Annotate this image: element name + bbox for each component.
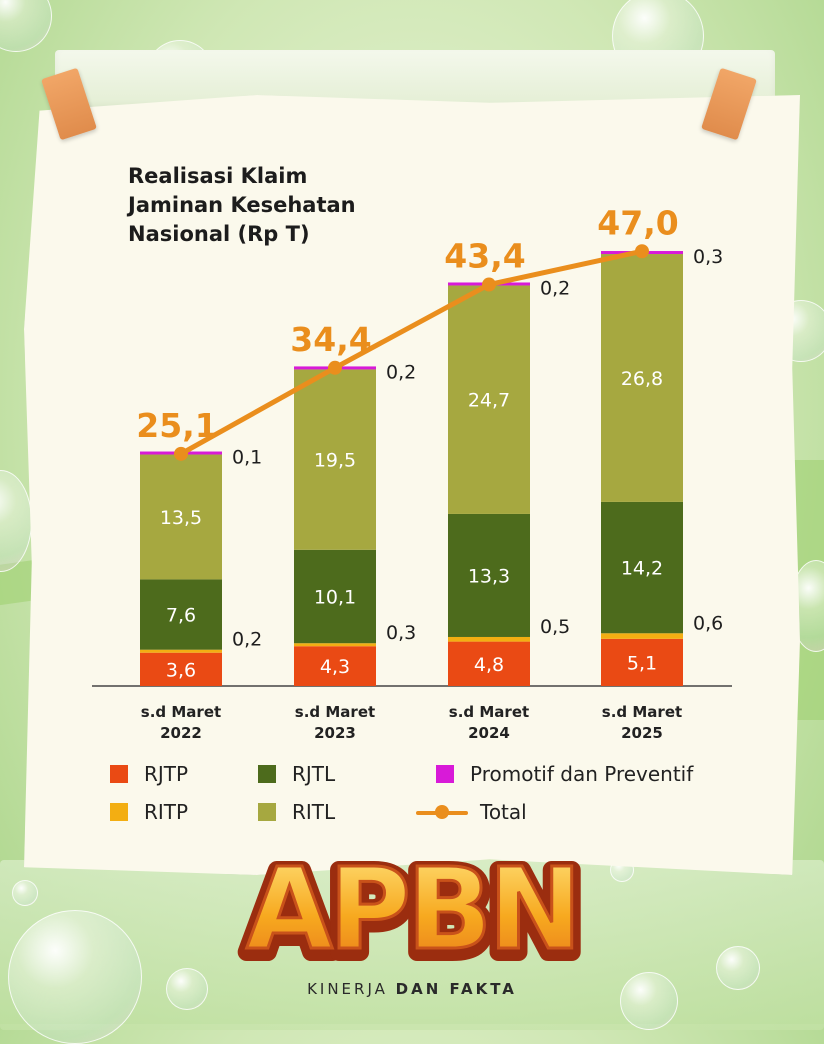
legend-label-rjtl: RJTL — [292, 762, 336, 786]
tagline-regular: KINERJA — [307, 980, 396, 998]
total-point — [174, 446, 188, 461]
bar-segment-ritp-2024 — [448, 636, 530, 642]
data-label-rjtp: 5,1 — [627, 652, 657, 674]
data-label-ritp: 0,3 — [386, 622, 416, 644]
data-label-promotif: 0,2 — [540, 277, 570, 299]
legend-swatch-total — [416, 803, 468, 821]
legend-swatch-promotif — [436, 765, 454, 783]
bar-segment-rjtp-2022 — [140, 652, 222, 686]
legend-item-promotif: Promotif dan Preventif — [436, 762, 693, 786]
logo-fill: APBN — [246, 845, 578, 974]
tagline-bold: DAN FAKTA — [395, 980, 517, 998]
chart-title: Realisasi Klaim Jaminan Kesehatan Nasion… — [128, 162, 428, 249]
x-tick-label: s.d Maret — [295, 703, 375, 721]
legend-label-rjtp: RJTP — [144, 762, 189, 786]
data-label-promotif: 0,1 — [232, 447, 262, 469]
bar-segment-rjtl-2025 — [601, 501, 683, 634]
x-tick-label: s.d Maret — [449, 703, 529, 721]
data-label-rjtp: 3,6 — [166, 659, 196, 681]
legend-item-total: Total — [416, 800, 527, 824]
data-label-ritl: 26,8 — [621, 368, 663, 390]
bar-segment-ritl-2023 — [294, 369, 376, 550]
x-tick-label: 2024 — [468, 724, 510, 742]
x-tick-label: s.d Maret — [141, 703, 221, 721]
bar-segment-rjtl-2022 — [140, 579, 222, 650]
legend-item-rjtp: RJTP — [110, 762, 188, 786]
x-tick-label: 2025 — [621, 724, 663, 742]
chart-title-line: Nasional (Rp T) — [128, 222, 310, 246]
bar-segment-rjtp-2024 — [448, 641, 530, 686]
legend-swatch-rjtp — [110, 765, 128, 783]
bar-segment-ritp-2023 — [294, 643, 376, 647]
legend-swatch-ritp — [110, 803, 128, 821]
data-label-rjtl: 14,2 — [621, 558, 663, 580]
total-point — [328, 360, 342, 375]
data-label-promotif: 0,3 — [693, 246, 723, 268]
data-label-ritl: 13,5 — [160, 507, 202, 529]
bar-segment-ritp-2022 — [140, 649, 222, 653]
data-label-ritp: 0,6 — [693, 612, 723, 634]
bar-segment-rjtl-2023 — [294, 549, 376, 644]
bar-segment-ritp-2025 — [601, 633, 683, 639]
total-label: 43,4 — [444, 237, 525, 276]
bar-segment-rjtp-2025 — [601, 638, 683, 686]
data-label-rjtp: 4,8 — [474, 654, 504, 676]
apbn-logo: APBN APBN — [237, 844, 591, 974]
legend-swatch-ritl — [258, 803, 276, 821]
tagline: KINERJA DAN FAKTA — [0, 980, 824, 998]
legend-item-ritl: RITL — [258, 800, 335, 824]
x-tick-label: 2022 — [160, 724, 202, 742]
legend-swatch-rjtl — [258, 765, 276, 783]
total-line — [178, 248, 645, 457]
legend-label-ritp: RITP — [144, 800, 189, 824]
total-label: 47,0 — [597, 203, 678, 242]
data-label-ritp: 0,5 — [540, 616, 570, 638]
bar-segment-ritl-2025 — [601, 254, 683, 502]
chart-title-line: Realisasi Klaim — [128, 164, 308, 188]
background-stripe-bottom — [0, 860, 824, 1030]
bubble-decoration — [716, 946, 760, 990]
bar-segment-rjtp-2023 — [294, 646, 376, 686]
total-label: 34,4 — [290, 320, 371, 359]
chart-title-line: Jaminan Kesehatan — [128, 193, 356, 217]
bar-segment-rjtl-2024 — [448, 513, 530, 637]
x-tick-label: 2023 — [314, 724, 356, 742]
data-label-ritl: 24,7 — [468, 390, 510, 412]
data-label-rjtl: 10,1 — [314, 587, 356, 609]
bubble-decoration — [166, 968, 208, 1010]
chart-legend: RJTP RJTL Promotif dan Preventif RITP RI… — [110, 762, 750, 832]
logo-outline: APBN — [246, 849, 578, 974]
legend-label-ritl: RITL — [292, 800, 336, 824]
data-label-ritl: 19,5 — [314, 450, 356, 472]
stacked-bar-chart: 3,6 0,2 7,6 13,5 0,1 s.d Maret 2022 4,3 0,3 10,1 1… — [92, 203, 732, 742]
bubble-decoration — [8, 910, 142, 1044]
bar-segment-ritl-2024 — [448, 285, 530, 514]
branding: APBN APBN KINERJA DAN FAKTA — [0, 840, 824, 1010]
legend-item-rjtl: RJTL — [258, 762, 335, 786]
bar-segment-ritl-2022 — [140, 454, 222, 580]
legend-label-promotif: Promotif dan Preventif — [470, 762, 694, 786]
data-label-rjtp: 4,3 — [320, 656, 350, 678]
x-tick-label: s.d Maret — [602, 703, 682, 721]
total-point — [482, 277, 496, 292]
data-label-rjtl: 13,3 — [468, 565, 510, 587]
data-label-ritp: 0,2 — [232, 629, 262, 651]
total-label: 25,1 — [136, 406, 217, 445]
legend-item-ritp: RITP — [110, 800, 188, 824]
data-label-rjtl: 7,6 — [166, 605, 196, 627]
legend-label-total: Total — [480, 800, 527, 824]
bubble-decoration — [12, 880, 38, 906]
data-label-promotif: 0,2 — [386, 361, 416, 383]
total-point — [635, 244, 649, 259]
